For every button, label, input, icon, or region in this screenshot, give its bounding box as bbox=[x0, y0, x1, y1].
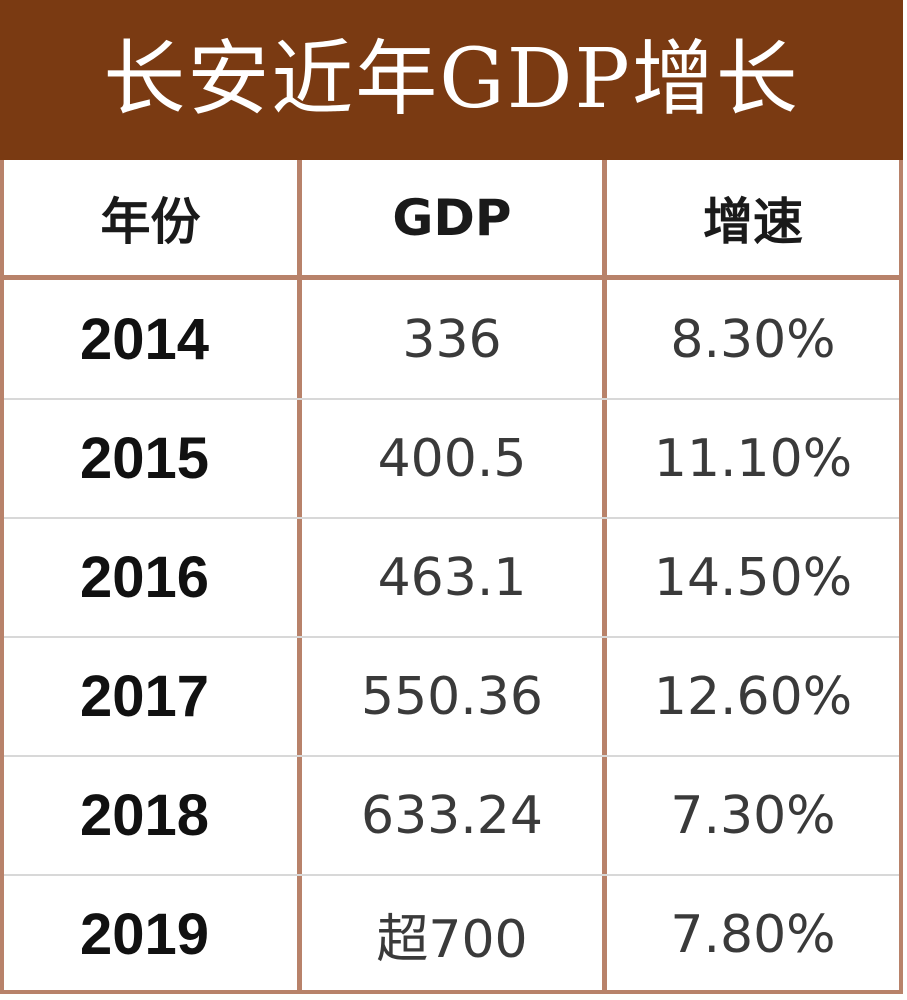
cell-growth: 11.10% bbox=[653, 428, 853, 489]
cell-year: 2018 bbox=[79, 783, 210, 848]
header-gdp: GDP bbox=[392, 188, 512, 247]
cell-growth: 7.80% bbox=[670, 904, 836, 965]
row-divider bbox=[4, 398, 899, 400]
cell-gdp: 633.24 bbox=[361, 785, 543, 846]
cell-year: 2014 bbox=[79, 307, 210, 372]
cell-growth: 14.50% bbox=[653, 547, 853, 608]
row-divider bbox=[4, 517, 899, 519]
table-title: 长安近年GDP增长 bbox=[103, 32, 800, 127]
header-growth: 增速 bbox=[703, 192, 803, 251]
cell-gdp: 超700 bbox=[376, 910, 528, 970]
cell-growth: 12.60% bbox=[653, 666, 853, 727]
row-divider bbox=[4, 874, 899, 876]
cell-gdp: 463.1 bbox=[377, 547, 527, 608]
cell-year: 2016 bbox=[79, 545, 210, 610]
cell-gdp: 336 bbox=[402, 309, 502, 370]
cell-year: 2019 bbox=[79, 902, 210, 967]
row-divider bbox=[4, 636, 899, 638]
cell-gdp: 400.5 bbox=[377, 428, 527, 489]
cell-year: 2017 bbox=[79, 664, 210, 729]
column-divider bbox=[602, 160, 607, 994]
cell-year: 2015 bbox=[79, 426, 210, 491]
cell-growth: 8.30% bbox=[670, 309, 836, 370]
cell-growth: 7.30% bbox=[670, 785, 836, 846]
column-divider bbox=[297, 160, 302, 994]
row-divider bbox=[4, 755, 899, 757]
header-divider bbox=[4, 275, 899, 280]
cell-gdp: 550.36 bbox=[361, 666, 543, 727]
gdp-table: 年份 GDP 增速 2014 336 8.30% 2015 400.5 11.10% 201… bbox=[4, 160, 899, 994]
title-bar: 长安近年GDP增长 bbox=[0, 0, 903, 160]
header-year: 年份 bbox=[100, 192, 201, 251]
